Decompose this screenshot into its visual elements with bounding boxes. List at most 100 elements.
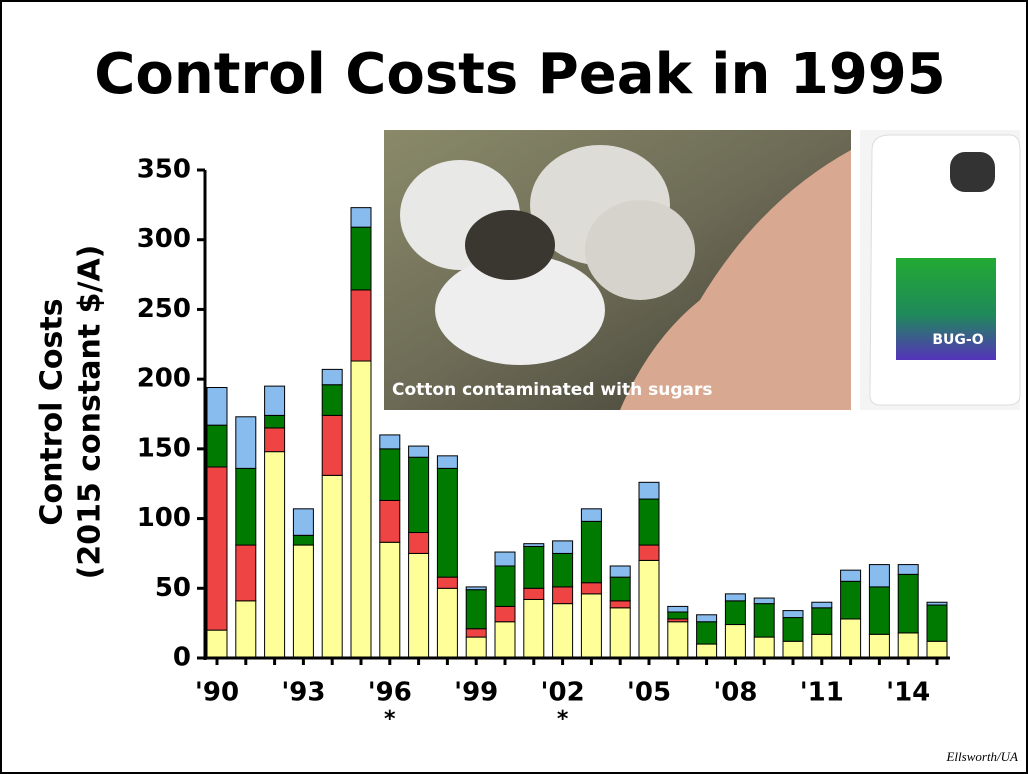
bar-segment <box>236 468 256 545</box>
bar-segment <box>639 560 659 658</box>
bar-segment <box>380 542 400 658</box>
bar-segment <box>265 452 285 658</box>
bar-segment <box>553 541 573 554</box>
bar-segment <box>409 446 429 457</box>
bar-segment <box>437 577 457 588</box>
bar-segment <box>265 415 285 428</box>
y-tick-label: 300 <box>137 224 191 254</box>
bar-segment <box>207 388 227 426</box>
y-axis-label-line: Control Costs <box>35 298 70 525</box>
bar-segment <box>581 521 601 582</box>
bar-segment <box>236 545 256 601</box>
cotton-photo: Cotton contaminated with sugars <box>384 130 851 410</box>
y-tick-label: 150 <box>137 433 191 463</box>
bar-segment <box>495 552 515 566</box>
bar-segment <box>927 602 947 605</box>
bar-segment <box>293 535 313 545</box>
bar-segment <box>898 633 918 658</box>
bar-segment <box>725 625 745 658</box>
bar-segment <box>322 369 342 384</box>
bar-segment <box>380 449 400 501</box>
bar-segment <box>841 619 861 658</box>
x-note: * <box>384 707 396 732</box>
bar-segment <box>697 644 717 658</box>
bar-segment <box>783 611 803 618</box>
y-axis-label-line: (2015 constant $/A) <box>73 245 108 580</box>
bar-segment <box>610 566 630 577</box>
bar-segment <box>869 634 889 658</box>
bar-segment <box>812 634 832 658</box>
bar-segment <box>898 574 918 633</box>
bar-segment <box>927 641 947 658</box>
bar-segment <box>380 435 400 449</box>
bar-segment <box>466 637 486 658</box>
bar-segment <box>581 583 601 594</box>
y-tick-label: 350 <box>137 155 191 185</box>
bar-segment <box>437 588 457 658</box>
bar-segment <box>639 482 659 499</box>
bar-segment <box>639 499 659 545</box>
slide: Control Costs Peak in 1995 Cotton contam… <box>0 0 1028 774</box>
bar-segment <box>812 608 832 634</box>
bar-segment <box>322 475 342 658</box>
bar-segment <box>869 587 889 634</box>
bar-segment <box>236 601 256 658</box>
x-tick-label: '11 <box>800 678 844 708</box>
bar-segment <box>351 208 371 228</box>
bar-segment <box>495 606 515 621</box>
x-note: * <box>557 707 569 732</box>
bar-segment <box>610 601 630 608</box>
slide-title: Control Costs Peak in 1995 <box>94 42 945 107</box>
bar-segment <box>841 581 861 619</box>
bar-segment <box>437 468 457 577</box>
bar-segment <box>351 361 371 658</box>
bar-segment <box>725 594 745 601</box>
bar-segment <box>898 565 918 575</box>
bar-segment <box>524 546 544 588</box>
bar-segment <box>409 457 429 532</box>
bar-segment <box>697 622 717 644</box>
bar-segment <box>610 608 630 658</box>
bar-segment <box>783 618 803 642</box>
bar-segment <box>697 615 717 622</box>
bar-segment <box>754 604 774 637</box>
bar-segment <box>380 500 400 542</box>
bar-segment <box>668 612 688 619</box>
bar-segment <box>610 577 630 601</box>
y-tick-label: 0 <box>173 643 191 673</box>
credit: Ellsworth/UA <box>945 749 1018 764</box>
bar-segment <box>495 566 515 606</box>
bar-segment <box>524 544 544 547</box>
bar-segment <box>495 622 515 658</box>
bar-segment <box>754 598 774 604</box>
bar-segment <box>639 545 659 560</box>
bar-segment <box>322 415 342 475</box>
x-tick-label: '99 <box>454 678 498 708</box>
bar-segment <box>293 509 313 535</box>
bottle-photo: BUG-O <box>860 130 1020 410</box>
bottle-label: BUG-O <box>932 332 983 348</box>
y-tick-label: 250 <box>137 294 191 324</box>
bar-segment <box>927 605 947 641</box>
bar-segment <box>841 570 861 581</box>
bar-segment <box>265 428 285 452</box>
y-tick-label: 100 <box>137 503 191 533</box>
bar-segment <box>351 290 371 361</box>
y-tick-label: 200 <box>137 364 191 394</box>
bar-segment <box>236 417 256 469</box>
bar-segment <box>668 622 688 658</box>
bar-segment <box>293 545 313 658</box>
bar-segment <box>265 386 285 415</box>
bar-segment <box>524 588 544 599</box>
bar-segment <box>409 553 429 658</box>
bar-segment <box>581 509 601 522</box>
bar-segment <box>437 456 457 469</box>
y-tick-label: 50 <box>155 573 191 603</box>
bar-segment <box>581 594 601 658</box>
bar-segment <box>351 227 371 290</box>
bar-segment <box>322 385 342 416</box>
bar-segment <box>812 602 832 608</box>
bar-segment <box>754 637 774 658</box>
bar-segment <box>869 565 889 587</box>
bar-segment <box>207 467 227 630</box>
